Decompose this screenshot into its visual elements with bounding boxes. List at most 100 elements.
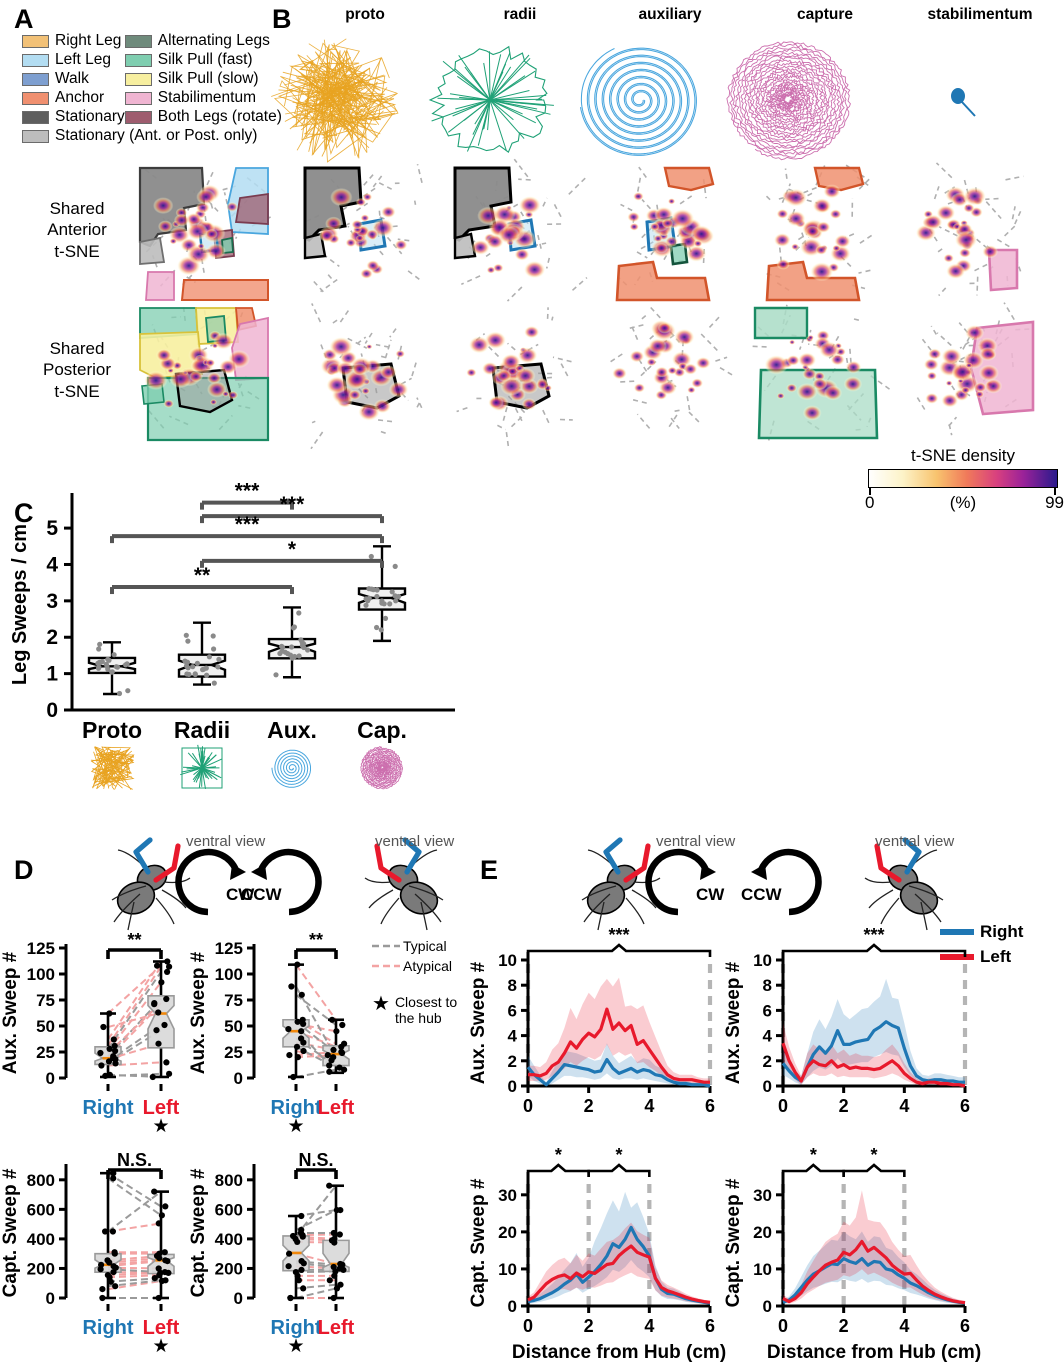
swatch-silk-pull-fast bbox=[124, 53, 152, 67]
svg-text:4: 4 bbox=[644, 1316, 654, 1336]
svg-text:Leg Sweeps / cm: Leg Sweeps / cm bbox=[9, 524, 31, 685]
b-column-title-capture: capture bbox=[797, 6, 853, 23]
svg-text:0: 0 bbox=[523, 1096, 533, 1116]
swatch-stabilimentum bbox=[124, 91, 152, 105]
legend-label-closest-hub-line1: Closest to bbox=[394, 994, 458, 1010]
svg-text:0: 0 bbox=[778, 1096, 788, 1116]
svg-text:N.S.: N.S. bbox=[117, 1150, 152, 1170]
svg-text:Distance from Hub (cm): Distance from Hub (cm) bbox=[767, 1342, 981, 1363]
svg-text:10: 10 bbox=[753, 1260, 772, 1279]
legend-label: Stabilimentum bbox=[157, 89, 257, 106]
svg-text:Aux.: Aux. bbox=[267, 717, 317, 743]
legend-item-stationary-ant-post: Stationary (Ant. or Post. only) bbox=[22, 127, 272, 145]
legend-label-left: Left bbox=[980, 947, 1012, 966]
panel-a-letter: A bbox=[14, 4, 34, 34]
legend-label: Alternating Legs bbox=[157, 32, 270, 49]
svg-text:Right: Right bbox=[82, 1097, 133, 1119]
svg-text:**: ** bbox=[127, 930, 141, 950]
row-label-line: Posterior bbox=[42, 360, 112, 380]
svg-text:6: 6 bbox=[960, 1316, 970, 1336]
svg-text:4: 4 bbox=[899, 1096, 909, 1116]
swatch-walk bbox=[22, 72, 49, 86]
svg-text:*: * bbox=[870, 1145, 877, 1165]
svg-text:25: 25 bbox=[36, 1043, 55, 1062]
svg-text:★: ★ bbox=[287, 1116, 304, 1137]
panel-d-legend: Typical Atypical ★ Closest to the hub bbox=[372, 938, 492, 1026]
svg-text:0: 0 bbox=[508, 1297, 517, 1316]
svg-text:0: 0 bbox=[46, 1289, 55, 1308]
svg-text:75: 75 bbox=[36, 991, 55, 1010]
row-label-line: Shared bbox=[49, 339, 105, 358]
svg-text:2: 2 bbox=[508, 1052, 517, 1071]
svg-text:CCW: CCW bbox=[241, 885, 283, 904]
panel-e-spider-cw: CW ventral view bbox=[560, 828, 770, 936]
svg-text:Left: Left bbox=[318, 1097, 355, 1119]
atypical-dash-swatch bbox=[372, 964, 400, 968]
row-label-line: t-SNE bbox=[54, 241, 100, 261]
panel-e-spider-ccw: CCW ventral view bbox=[741, 828, 965, 936]
svg-text:Left: Left bbox=[143, 1317, 180, 1339]
svg-text:1: 1 bbox=[46, 663, 58, 686]
row-label-shared-anterior-tsne: Shared Anterior t-SNE bbox=[22, 198, 132, 262]
panel-d-aux-chart: 0 25 50 75 100 125 ** Right Left ★ Aux. Sweep #0 25… bbox=[0, 930, 480, 1145]
legend-item-stabilimentum: Stabilimentum bbox=[124, 89, 275, 107]
tsne-density-colorbar: t-SNE density 0 99 (%) bbox=[865, 446, 1064, 514]
svg-text:Capt. Sweep #: Capt. Sweep # bbox=[0, 1168, 21, 1297]
panel-a-legend: Right Leg Left Leg Walk Anchor Stationar… bbox=[22, 32, 282, 146]
svg-text:200: 200 bbox=[215, 1259, 243, 1278]
b-column-title-proto: proto bbox=[345, 6, 385, 23]
panel-e-letter: E bbox=[480, 855, 499, 885]
svg-text:0: 0 bbox=[234, 1069, 243, 1088]
svg-text:600: 600 bbox=[27, 1200, 55, 1219]
tsne-anterior-row bbox=[138, 158, 1064, 310]
panel-d-letter: D bbox=[14, 855, 34, 885]
svg-text:Capt. Sweep #: Capt. Sweep # bbox=[468, 1178, 489, 1307]
svg-text:*: * bbox=[810, 1145, 817, 1165]
svg-text:600: 600 bbox=[215, 1200, 243, 1219]
svg-text:50: 50 bbox=[36, 1017, 55, 1036]
legend-label-atypical: Atypical bbox=[403, 958, 453, 974]
svg-text:***: *** bbox=[235, 480, 260, 503]
svg-text:4: 4 bbox=[763, 1027, 773, 1046]
svg-text:30: 30 bbox=[753, 1186, 772, 1205]
svg-text:2: 2 bbox=[46, 626, 58, 649]
svg-text:3: 3 bbox=[46, 590, 58, 613]
svg-text:75: 75 bbox=[224, 991, 243, 1010]
swatch-stationary bbox=[22, 110, 49, 124]
legend-item-stationary: Stationary bbox=[22, 108, 125, 126]
legend-label: Silk Pull (slow) bbox=[157, 70, 259, 87]
svg-text:Right: Right bbox=[82, 1317, 133, 1339]
svg-text:125: 125 bbox=[27, 939, 55, 958]
svg-text:Distance from Hub (cm): Distance from Hub (cm) bbox=[512, 1342, 726, 1363]
svg-text:8: 8 bbox=[508, 976, 517, 995]
svg-text:★: ★ bbox=[152, 1336, 169, 1357]
svg-text:ventral view: ventral view bbox=[656, 833, 735, 850]
svg-text:*: * bbox=[288, 538, 297, 561]
svg-text:CCW: CCW bbox=[741, 885, 783, 904]
swatch-left-leg bbox=[22, 53, 49, 67]
svg-text:CW: CW bbox=[696, 885, 725, 904]
svg-text:10: 10 bbox=[498, 1260, 517, 1279]
tsne-posterior-row bbox=[139, 302, 1064, 450]
panel-c-chart: 0 1 2 3 4 5 Leg Sweeps / cm Proto Radii Aux. Cap. *… bbox=[0, 480, 480, 791]
svg-text:6: 6 bbox=[508, 1001, 517, 1020]
svg-text:Aux. Sweep #: Aux. Sweep # bbox=[468, 961, 489, 1084]
legend-label: Silk Pull (fast) bbox=[157, 51, 253, 68]
legend-label: Right Leg bbox=[55, 32, 122, 49]
colorbar-tick-max bbox=[1054, 488, 1056, 495]
colorbar-unit-label: (%) bbox=[949, 493, 977, 512]
b-column-title-radii: radii bbox=[503, 6, 537, 23]
row-label-line: Shared bbox=[49, 199, 105, 218]
svg-text:4: 4 bbox=[46, 553, 58, 576]
legend-label: Both Legs (rotate) bbox=[157, 108, 282, 125]
svg-text:***: *** bbox=[280, 493, 305, 516]
legend-item-left-leg: Left Leg bbox=[22, 51, 125, 69]
svg-text:800: 800 bbox=[215, 1171, 243, 1190]
panel-e-aux-charts: 0 2 4 6 8 10 0 2 4 6 *** Aux. Sweep # 0 2 4 6 8 10 0 2 4 6 ***… bbox=[468, 925, 1064, 1145]
colorbar-gradient bbox=[868, 469, 1058, 488]
svg-text:6: 6 bbox=[705, 1316, 715, 1336]
colorbar-title: t-SNE density bbox=[911, 446, 1015, 465]
svg-text:★: ★ bbox=[152, 1116, 169, 1137]
b-column-title-stabilimentum: stabilimentum bbox=[927, 6, 1033, 23]
svg-text:★: ★ bbox=[287, 1336, 304, 1357]
